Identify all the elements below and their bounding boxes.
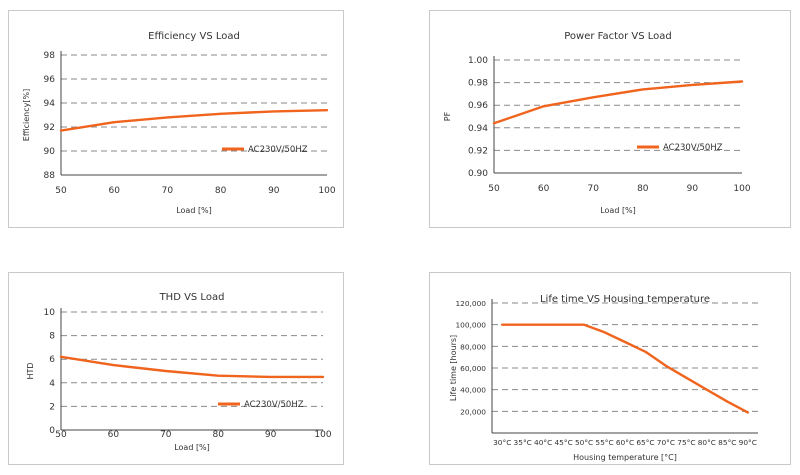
x-tick-label: 50 [55,186,67,196]
legend-label: AC230V/50HZ [244,400,304,410]
y-tick-label: 0.90 [468,169,488,179]
y-tick-label: 8 [49,332,55,342]
x-tick-label: 90 [265,430,277,440]
chart-title: Efficiency VS Load [148,31,240,42]
y-tick-label: 0.98 [468,79,488,89]
x-tick-label: 60 [538,184,550,194]
y-tick-label: 80,000 [460,342,486,351]
y-tick-label: 0 [49,426,55,436]
x-tick-label: 100 [314,430,331,440]
x-tick-label: 45°C [554,438,572,447]
y-tick-label: 0.94 [468,124,488,134]
x-tick-label: 70 [162,186,174,196]
y-tick-label: 0.96 [468,101,488,111]
x-tick-label: 60 [108,186,120,196]
x-axis-label: Load [%] [174,443,210,452]
y-tick-label: 100,000 [455,321,486,330]
chart-panel-power-factor: 0.90 0.92 0.94 0.96 0.98 1.00 50 60 70 80 90 100 Pow… [429,10,791,228]
x-tick-label: 35°C [514,438,532,447]
y-tick-label: 6 [49,355,55,365]
y-axis-label: Life time [hours] [449,335,458,401]
y-axis-label: PF [443,111,452,121]
chart-panel-lifetime: 20,000 40,000 60,000 80,000 100,000 120,000 30… [429,272,791,465]
x-tick-label: 80 [215,186,227,196]
series-line [59,108,329,132]
y-axis-label: Efficiency[%] [22,89,31,141]
x-tick-label: 70 [587,184,599,194]
x-tick-label: 80 [212,430,224,440]
legend-label: AC230V/50HZ [248,145,308,155]
power-factor-chart: 0.90 0.92 0.94 0.96 0.98 1.00 50 60 70 80 90 100 Pow… [443,31,751,215]
x-tick-label: 70 [160,430,172,440]
x-axis-label: Housing temperature [°C] [573,453,677,462]
chart-panel-efficiency: 88 90 92 94 96 98 50 60 70 80 90 100 Efficiency VS L… [8,10,344,228]
x-tick-label: 70°C [657,438,675,447]
y-tick-label: 120,000 [455,299,486,308]
thd-chart: 0 2 4 6 8 10 50 60 70 80 90 100 THD VS Load Load [%] H… [26,292,332,452]
y-tick-label: 20,000 [460,407,486,416]
y-tick-label: 90 [44,147,56,157]
y-axis-label: HTD [26,362,35,379]
chart-panel-thd: 0 2 4 6 8 10 50 60 70 80 90 100 THD VS Load Load [%] H… [8,272,344,465]
x-tick-label: 50 [488,184,500,194]
efficiency-chart: 88 90 92 94 96 98 50 60 70 80 90 100 Efficiency VS L… [22,31,336,215]
chart-title: Power Factor VS Load [564,31,672,42]
x-tick-label: 40°C [534,438,552,447]
x-tick-label: 100 [733,184,750,194]
y-tick-label: 0.92 [468,146,488,156]
y-tick-label: 40,000 [460,386,486,395]
lifetime-chart: 20,000 40,000 60,000 80,000 100,000 120,000 30… [449,294,758,462]
x-axis-label: Load [%] [176,206,212,215]
series-line [500,323,749,414]
x-tick-label: 50°C [575,438,593,447]
series-line [59,355,325,379]
y-tick-label: 60,000 [460,364,486,373]
x-tick-label: 30°C [493,438,511,447]
y-tick-label: 88 [44,171,56,181]
x-tick-label: 55°C [595,438,613,447]
x-tick-label: 100 [318,186,335,196]
y-tick-label: 1.00 [468,56,488,66]
x-tick-label: 85°C [718,438,736,447]
y-tick-label: 96 [44,75,56,85]
x-tick-label: 75°C [677,438,695,447]
legend-label: AC230V/50HZ [663,143,723,153]
y-tick-label: 4 [49,379,55,389]
x-axis-label: Load [%] [600,206,636,215]
x-tick-label: 80 [637,184,649,194]
x-tick-label: 60°C [616,438,634,447]
x-tick-label: 50 [55,430,67,440]
x-tick-label: 90 [687,184,699,194]
chart-title: THD VS Load [159,292,225,303]
y-tick-label: 92 [44,123,55,133]
series-line [492,80,744,125]
chart-title: Life time VS Housing temperature [540,294,710,305]
x-tick-label: 60 [108,430,120,440]
y-tick-label: 10 [44,308,56,318]
y-tick-label: 2 [49,402,55,412]
x-tick-label: 90 [268,186,280,196]
x-tick-label: 80°C [698,438,716,447]
x-tick-label: 90°C [739,438,757,447]
y-tick-label: 94 [44,99,56,109]
y-tick-label: 98 [44,51,56,61]
x-tick-label: 65°C [636,438,654,447]
